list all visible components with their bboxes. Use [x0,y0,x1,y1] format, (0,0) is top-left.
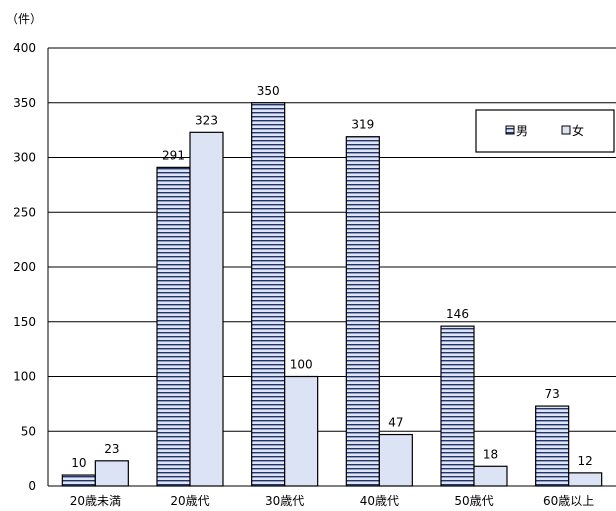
y-unit-label: （件） [6,12,42,26]
x-category-label: 30歳代 [265,494,304,508]
x-category-label: 20歳代 [170,494,209,508]
bar-female [284,375,319,487]
legend-box [475,109,615,153]
data-label-female: 100 [290,358,313,372]
y-tick-label: 50 [21,424,36,438]
data-label-female: 18 [483,447,498,461]
data-label-male: 146 [446,307,469,321]
bar-female [568,472,603,487]
y-tick-label: 300 [13,151,36,165]
data-label-female: 12 [578,454,593,468]
legend-swatch-female [561,125,571,135]
y-tick-label: 100 [13,370,36,384]
bar-male [440,325,475,487]
data-label-male: 73 [545,387,560,401]
bar-female [189,131,224,487]
data-label-female: 23 [104,442,119,456]
y-tick-label: 250 [13,205,36,219]
x-axis-labels: 20歳未満 20歳代 30歳代 40歳代 50歳代 60歳以上 [70,494,595,508]
bars [61,102,603,487]
y-axis-ticks: 0 50 100 150 200 250 300 350 400 [13,41,36,493]
bar-male [535,405,570,487]
y-tick-label: 150 [13,315,36,329]
bar-male [156,166,191,487]
y-tick-label: 400 [13,41,36,55]
x-category-label: 60歳以上 [543,494,594,508]
x-category-label: 20歳未満 [70,494,121,508]
data-label-male: 319 [351,118,374,132]
legend: 男 女 [475,109,615,153]
y-tick-label: 200 [13,260,36,274]
bar-female [378,433,413,487]
data-label-female: 47 [388,416,403,430]
bar-male [61,474,96,487]
y-tick-label: 350 [13,96,36,110]
legend-label-female: 女 [572,123,584,138]
y-tick-label: 0 [28,479,36,493]
bar-female [94,460,129,487]
legend-swatch-male [505,125,515,135]
gridlines [48,47,616,432]
data-label-male: 291 [162,148,185,162]
bar-male [251,102,286,487]
bar-male [345,136,380,487]
data-label-female: 323 [195,113,218,127]
bar-female [473,465,508,487]
x-category-label: 40歳代 [360,494,399,508]
data-labels: 10 23 291 323 350 100 319 47 146 18 73 12 [71,84,593,470]
x-category-label: 50歳代 [454,494,493,508]
legend-label-male: 男 [516,124,528,138]
data-label-male: 350 [257,84,280,98]
data-label-male: 10 [71,456,86,470]
